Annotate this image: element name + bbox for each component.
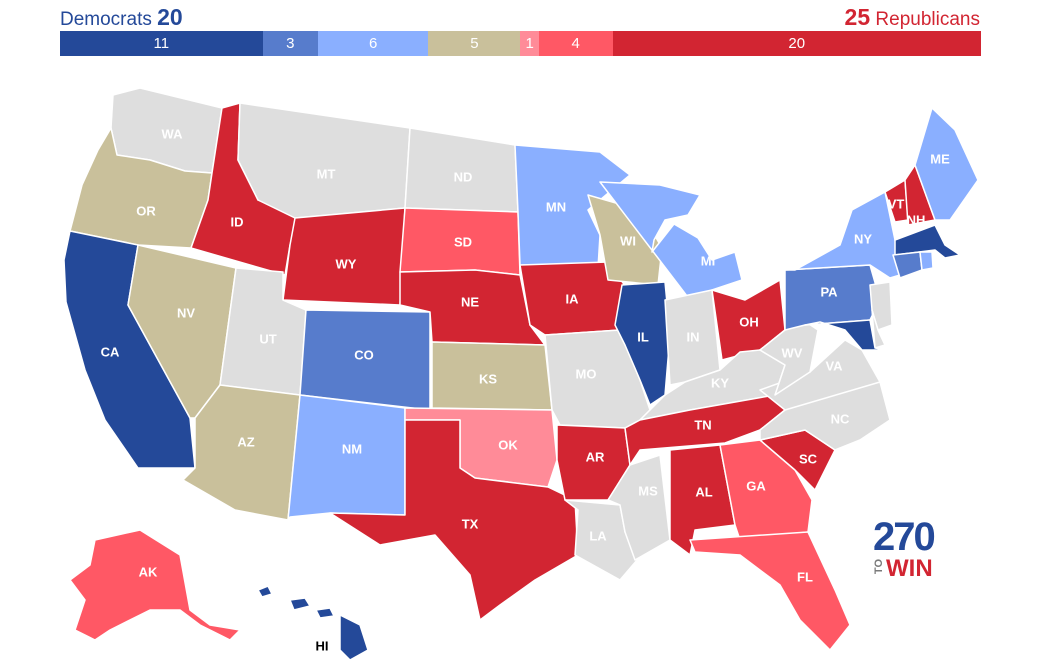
- tally-bar: 11 3 6 5 1 4 20: [60, 31, 981, 56]
- state-ms[interactable]: [607, 454, 671, 561]
- logo-number: 270: [873, 515, 936, 559]
- state-co[interactable]: [299, 309, 431, 411]
- logo-win: WIN: [886, 555, 933, 582]
- republicans-total: 25 Republicans: [845, 4, 980, 31]
- state-wy[interactable]: [282, 207, 406, 306]
- state-tx[interactable]: [329, 419, 579, 621]
- state-hi-island[interactable]: [315, 607, 335, 619]
- state-mi[interactable]: [599, 181, 743, 301]
- state-in[interactable]: [664, 289, 721, 386]
- state-sd[interactable]: [399, 207, 521, 276]
- tally-segment-dem_lean: 6: [317, 31, 429, 56]
- tally-segment-rep_safe: 20: [612, 31, 981, 56]
- state-nd[interactable]: [404, 127, 519, 213]
- state-ks[interactable]: [431, 341, 553, 411]
- state-hi-island[interactable]: [289, 597, 311, 611]
- state-me[interactable]: [914, 107, 979, 221]
- state-hi[interactable]: [339, 614, 369, 661]
- state-nj[interactable]: [869, 281, 893, 331]
- tally-segment-tossup: 5: [428, 31, 521, 56]
- republicans-count: 25: [844, 4, 871, 30]
- 270towin-logo[interactable]: 270 TO WIN: [873, 515, 953, 585]
- state-fl[interactable]: [689, 531, 851, 651]
- tally-segment-dem_likely: 3: [262, 31, 318, 56]
- state-ny[interactable]: [784, 191, 901, 279]
- state-mt[interactable]: [237, 102, 411, 219]
- republicans-label: Republicans: [875, 9, 980, 30]
- tally-segment-rep_lean: 4: [538, 31, 613, 56]
- democrats-total: Democrats 20: [60, 4, 183, 31]
- tally-segment-dem_safe: 11: [60, 31, 263, 56]
- state-de[interactable]: [871, 309, 886, 349]
- state-label-hi: HI: [316, 638, 329, 653]
- tally-segment-rep_tilt: 1: [520, 31, 539, 56]
- state-nm[interactable]: [287, 394, 406, 521]
- state-hi-island[interactable]: [257, 585, 273, 598]
- state-md[interactable]: [804, 319, 889, 351]
- logo-to: TO: [873, 559, 885, 575]
- state-ri[interactable]: [919, 251, 934, 271]
- democrats-label: Democrats: [60, 9, 152, 30]
- democrats-count: 20: [157, 4, 183, 30]
- state-ak[interactable]: [69, 529, 241, 641]
